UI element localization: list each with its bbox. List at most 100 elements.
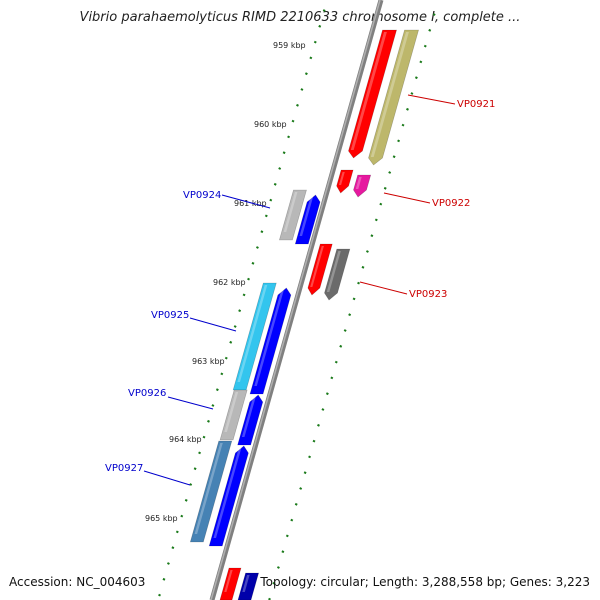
tick-mark [300,88,304,91]
kbp-label: 960 kbp [254,120,287,129]
tick-mark [343,329,347,332]
gene-label-vp0924[interactable]: VP0924 [183,190,221,201]
tick-mark [290,518,294,522]
tick-mark [189,483,193,486]
tick-mark [388,171,392,174]
cds-vp0925[interactable] [249,287,292,395]
tick-mark [299,487,303,490]
tick-mark [410,92,414,95]
tick-mark [202,435,206,439]
tick-mark [322,9,326,12]
tick-mark [304,72,308,76]
cds-vp0924[interactable] [294,194,321,245]
tick-mark [401,123,405,127]
tick-mark [383,186,387,190]
tick-mark [294,502,298,506]
tick-mark [251,261,255,265]
genome-backbone [209,0,384,600]
tick-mark [296,103,299,107]
tick-mark [379,202,383,206]
tick-mark [318,24,322,28]
tick-mark [285,534,289,538]
map-title: Vibrio parahaemolyticus RIMD 2210633 chr… [79,10,521,25]
tick-mark [260,230,264,234]
gene-label-vp0923[interactable]: VP0923 [409,289,447,300]
tick-mark [287,135,291,139]
tick-mark [215,388,219,392]
cds-vp0927[interactable] [208,445,249,547]
tick-mark [374,218,378,222]
gene-vp0927[interactable] [189,440,233,543]
tick-mark [278,167,282,170]
tick-mark [273,182,277,186]
tick-mark [414,76,418,80]
gene-label-leaders [143,94,456,486]
tick-mark [224,356,228,360]
tick-mark [309,56,313,60]
accession-text: Accession: NC_004603 [9,575,146,589]
gene-vp0922[interactable] [353,174,372,198]
tick-mark [171,546,175,550]
gene-label-vp0922[interactable]: VP0922 [432,198,470,209]
gene-label-vp0925[interactable]: VP0925 [151,310,189,321]
ruler-ticks [158,9,436,600]
kbp-label: 961 kbp [234,199,267,208]
tick-mark [255,246,259,249]
gene-label-vp0921[interactable]: VP0921 [457,99,495,110]
kbp-label: 963 kbp [192,357,225,366]
tick-mark [419,60,423,64]
gene-vp0928[interactable] [237,572,260,600]
tick-mark [158,593,161,597]
tick-mark [247,277,250,281]
tick-mark [184,498,188,502]
gene-label-vp0926[interactable]: VP0926 [128,388,166,399]
tick-mark [334,360,338,364]
kbp-label: 965 kbp [145,514,178,523]
cds-vp0926[interactable] [237,394,264,446]
tick-mark [291,119,295,123]
tick-mark [365,250,369,253]
tick-mark [361,265,365,269]
tick-mark [348,313,352,317]
tick-mark [276,566,280,569]
tick-mark [370,234,374,238]
cds-vp0923[interactable] [307,243,333,296]
tick-mark [432,13,436,16]
gene-vp0923[interactable] [324,248,351,301]
tick-mark [268,597,271,600]
tick-mark [180,514,184,518]
tick-mark [317,423,320,427]
tick-mark [321,408,325,411]
cds-vp0921[interactable] [348,29,397,159]
tick-mark [242,293,246,297]
tick-mark [313,40,317,44]
tick-mark [308,455,312,459]
tick-mark [207,419,210,423]
cds-vp0928[interactable] [219,567,242,600]
tick-mark [233,325,237,328]
gene-vp0926[interactable] [219,389,248,441]
tick-mark [193,467,197,471]
tick-mark [220,372,224,376]
tick-mark [330,376,334,380]
kbp-label: 964 kbp [169,435,202,444]
tick-mark [281,550,285,554]
cds-vp0922[interactable] [336,169,354,194]
tick-mark [272,581,276,585]
tick-mark [392,155,396,159]
tick-mark [357,281,360,285]
tick-mark [325,392,329,396]
gene-label-vp0927[interactable]: VP0927 [105,463,143,474]
tick-mark [229,340,233,344]
tick-mark [312,439,316,443]
tick-mark [303,471,307,475]
gene-vp0921[interactable] [368,29,419,166]
tick-mark [238,309,242,313]
gene-vp0924[interactable] [279,189,307,241]
tick-mark [428,28,432,32]
genome-backbone-highlight [210,0,381,600]
tick-mark [166,562,170,565]
tick-mark [406,107,409,111]
tick-mark [282,151,286,155]
